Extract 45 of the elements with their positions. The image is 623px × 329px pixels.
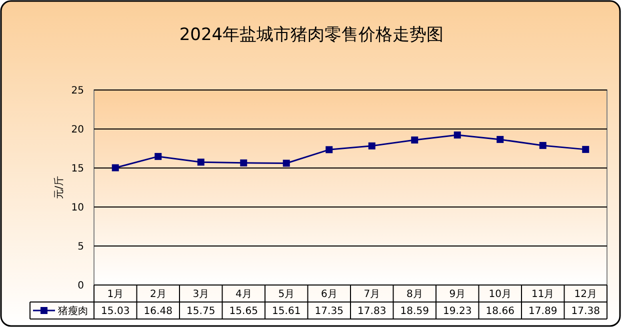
- chart-title: 2024年盐城市猪肉零售价格走势图: [179, 25, 444, 45]
- data-label: 17.35: [314, 306, 344, 317]
- point: [496, 136, 504, 143]
- legend-label: 猪瘦肉: [58, 305, 88, 317]
- point: [282, 160, 290, 167]
- data-label: 19.23: [443, 306, 472, 317]
- y-axis-title: 元/斤: [53, 176, 65, 200]
- y-tick-label: 10: [71, 202, 84, 214]
- x-tick-label: 7月: [364, 289, 380, 300]
- data-label: 18.66: [486, 306, 514, 317]
- data-label: 17.38: [571, 306, 600, 317]
- data-label: 16.48: [144, 306, 172, 317]
- point: [326, 146, 333, 154]
- point: [240, 159, 248, 166]
- data-label: 17.89: [528, 306, 558, 317]
- x-tick-label: 4月: [235, 289, 252, 300]
- point: [411, 136, 418, 144]
- x-tick-label: 3月: [192, 289, 210, 300]
- y-tick-label: 5: [78, 242, 84, 252]
- point: [154, 152, 162, 160]
- x-tick-label: 2月: [150, 289, 166, 300]
- point: [539, 142, 546, 149]
- y-tick-label: 0: [78, 280, 84, 292]
- data-label: 15.61: [272, 306, 301, 317]
- point: [197, 158, 204, 166]
- point: [368, 142, 376, 150]
- x-tick-label: 5月: [278, 289, 295, 300]
- x-tick-label: 9月: [449, 289, 466, 300]
- x-tick-label: 1月: [107, 289, 124, 300]
- x-tick-label: 12月: [574, 289, 597, 300]
- point: [582, 146, 590, 153]
- data-label: 18.59: [400, 306, 429, 317]
- x-tick-label: 11月: [532, 289, 554, 300]
- x-tick-label: 10月: [488, 289, 512, 300]
- y-tick-label: 20: [71, 124, 84, 136]
- data-label: 17.83: [358, 306, 386, 317]
- y-tick-label: 25: [71, 86, 84, 96]
- y-tick-label: 15: [71, 164, 84, 174]
- data-label: 15.65: [229, 306, 258, 317]
- x-tick-label: 6月: [320, 289, 338, 300]
- x-tick-label: 8月: [406, 289, 423, 300]
- data-label: 15.03: [101, 306, 130, 317]
- point: [454, 132, 461, 139]
- data-label: 15.75: [186, 306, 216, 317]
- point: [112, 164, 119, 172]
